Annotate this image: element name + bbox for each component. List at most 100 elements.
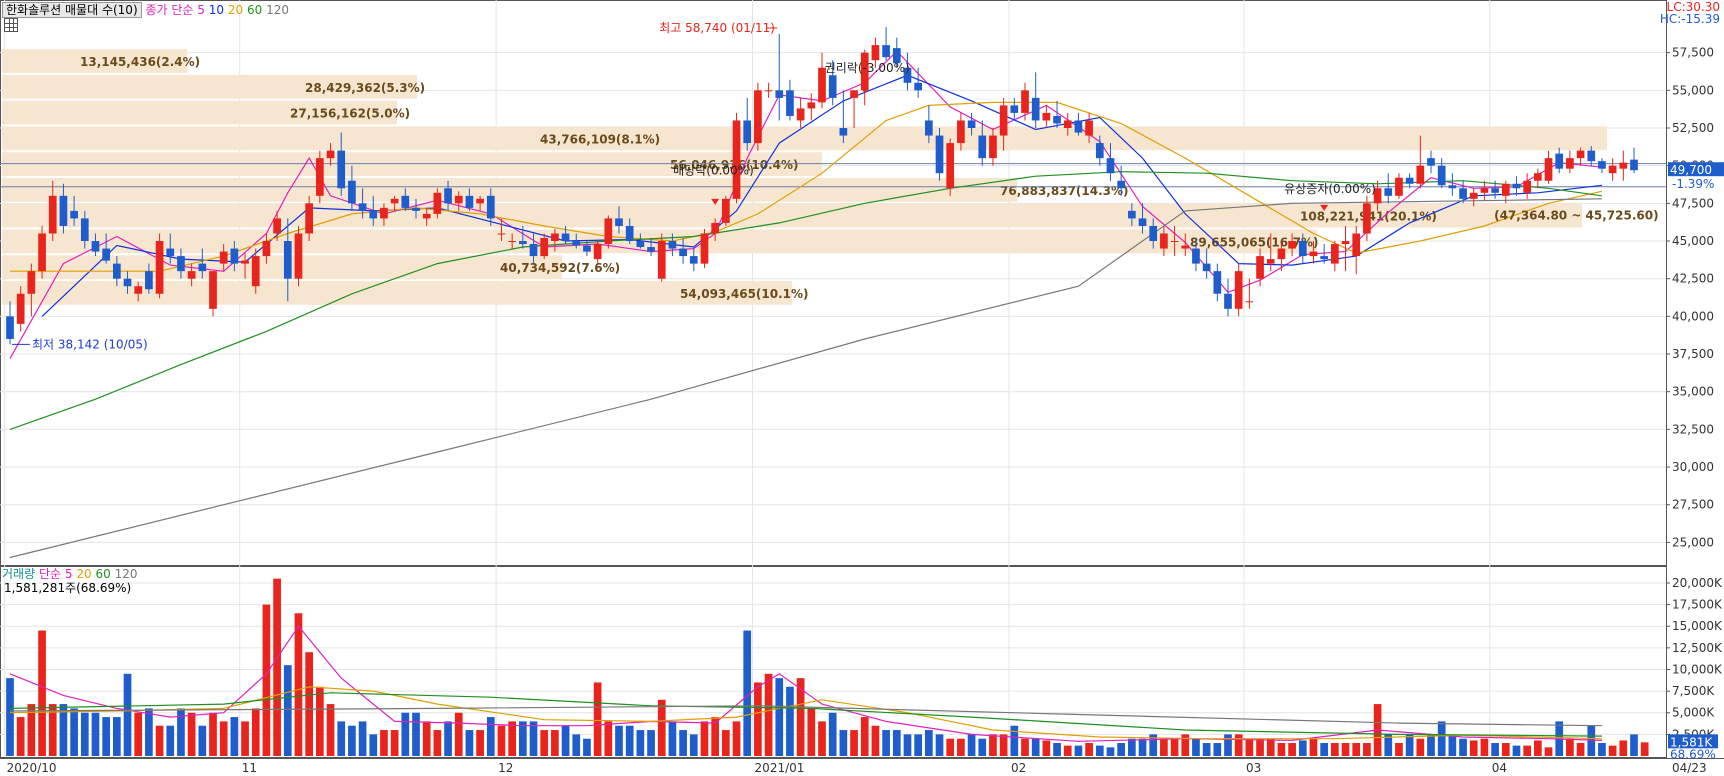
volume-bar-up	[796, 678, 805, 756]
grid-toggle-icon[interactable]	[4, 18, 18, 32]
price-tick-label: 57,500	[1672, 46, 1714, 60]
volume-bar-down	[1298, 740, 1307, 756]
volume-ma120-label: 120	[114, 567, 138, 581]
volume-bar-down	[1512, 745, 1521, 756]
candle-down	[444, 188, 452, 204]
volume-tick-label: 5,000K	[1672, 706, 1715, 720]
volume-bar-down	[1448, 734, 1457, 756]
volume-profile-zone	[2, 49, 187, 73]
candle-up	[807, 102, 816, 109]
volume-bar-down	[978, 738, 987, 756]
candle-down	[1427, 158, 1435, 166]
x-tick-label-date: 04/23	[1672, 761, 1707, 775]
volume-bar-up	[48, 704, 57, 756]
volume-bar-down	[1192, 738, 1200, 756]
volume-bar-down	[112, 717, 121, 756]
volume-bar-up	[732, 721, 741, 756]
volume-tick-label: 17,500K	[1672, 598, 1723, 612]
candle-down	[465, 195, 474, 208]
candle-down	[1459, 188, 1467, 199]
volume-bar-up	[1480, 738, 1489, 756]
ma120-label: 120	[266, 3, 289, 17]
volume-profile-zone	[2, 126, 1607, 151]
volume-bar-up	[1566, 738, 1574, 756]
volume-bar-down	[1149, 734, 1158, 756]
volume-bar-down	[1053, 743, 1061, 756]
candle-up	[989, 135, 997, 159]
candle-down	[1384, 188, 1393, 196]
volume-bar-up	[497, 725, 506, 756]
volume-bar-up	[711, 717, 720, 756]
volume-bar-down	[615, 725, 623, 756]
candle-up	[433, 192, 442, 214]
volume-bar-down	[59, 704, 68, 756]
candle-down	[401, 195, 410, 208]
candle-up	[700, 233, 709, 264]
price-tick-label: 47,500	[1672, 196, 1714, 210]
volume-bar-up	[1042, 740, 1051, 756]
candle-up	[1234, 271, 1243, 309]
volume-bar-up	[700, 721, 709, 756]
volume-bar-down	[444, 721, 452, 756]
candle-up	[818, 67, 826, 103]
volume-bar-up	[807, 708, 816, 756]
volume-profile-label: 28,429,362(5.3%)	[305, 81, 425, 95]
candle-down	[892, 48, 901, 64]
candle-down	[1106, 158, 1115, 174]
volume-bar-up	[946, 738, 955, 756]
volume-bar-up	[1363, 743, 1371, 756]
volume-bar-up	[999, 734, 1008, 756]
volume-bar-up	[1245, 738, 1254, 756]
candle-up	[390, 198, 399, 204]
candle-down	[1437, 165, 1446, 186]
volume-bar-up	[16, 717, 25, 756]
volume-bar-up	[219, 721, 228, 756]
candle-up	[1533, 173, 1542, 181]
candle-down	[1053, 115, 1061, 124]
candle-down	[1598, 161, 1606, 169]
x-tick-label: 11	[242, 761, 257, 775]
candle-up	[1469, 192, 1478, 199]
candle-down	[839, 128, 848, 136]
candle-up	[946, 143, 955, 189]
candle-up	[1330, 244, 1339, 264]
candle-up	[1395, 177, 1403, 196]
current-price-value: 49,700	[1670, 163, 1712, 177]
x-tick-label: 03	[1246, 761, 1261, 775]
volume-bar-up	[508, 721, 517, 756]
volume-profile-label: 89,655,065(16.7%)	[1190, 235, 1319, 249]
price-tick-label: 40,000	[1672, 309, 1714, 323]
volume-bar-down	[914, 734, 923, 756]
candle-down	[1405, 177, 1414, 184]
volume-bar-down	[518, 721, 527, 756]
volume-bar-up	[989, 734, 997, 756]
volume-bar-up	[657, 699, 666, 756]
volume-ma20-label: 20	[76, 567, 92, 581]
candle-up	[273, 218, 281, 234]
volume-bar-up	[721, 730, 730, 756]
candle-up	[1277, 248, 1286, 260]
candle-up	[155, 241, 164, 294]
volume-bar-up	[551, 730, 559, 756]
volume-bar-down	[102, 717, 111, 756]
volume-bar-up	[871, 725, 880, 756]
volume-bar-down	[743, 630, 752, 756]
candle-up	[850, 90, 858, 98]
candle-up	[593, 244, 602, 260]
candle-up	[1416, 165, 1425, 184]
candle-down	[775, 90, 784, 98]
volume-ma5-label: 5	[64, 567, 73, 581]
volume-bar-up	[1170, 738, 1179, 756]
volume-bar-up	[241, 721, 249, 756]
candle-up	[16, 293, 25, 324]
volume-bar-down	[1127, 738, 1136, 756]
ma-prefix-label: 종가 단순	[145, 3, 194, 17]
chart-title[interactable]: 한화솔루션 매물대 수(10)	[2, 2, 142, 18]
volume-bar-up	[251, 708, 260, 756]
candle-up	[721, 198, 730, 223]
volume-bar-up	[305, 652, 314, 756]
candle-up	[1085, 120, 1093, 136]
candle-down	[636, 241, 645, 248]
